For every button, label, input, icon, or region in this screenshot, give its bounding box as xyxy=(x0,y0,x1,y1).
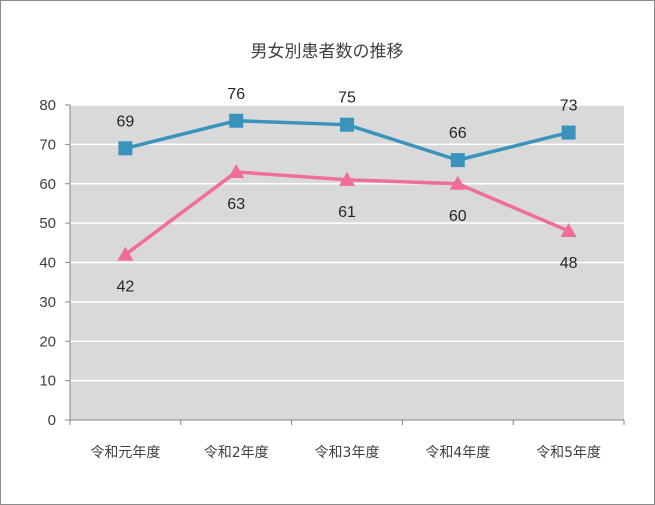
series-0-point-0 xyxy=(118,141,133,156)
series-0-point-3 xyxy=(450,153,465,168)
chart-title: 男女別患者数の推移 xyxy=(251,42,404,62)
series-1-label-3: 60 xyxy=(449,208,467,225)
series-1-point-2 xyxy=(339,171,355,186)
y-axis-ticks: 0 10 20 30 40 50 60 70 80 xyxy=(39,97,70,429)
y-tick-label-80: 80 xyxy=(39,97,56,114)
series-0-point-2 xyxy=(340,117,354,132)
series-1-point-1 xyxy=(228,163,245,178)
y-tick-label-20: 20 xyxy=(39,333,56,350)
series-1-point-3 xyxy=(449,175,466,190)
series-0-label-0: 69 xyxy=(117,113,135,130)
y-tick-label-40: 40 xyxy=(39,255,56,272)
series-1-point-4 xyxy=(560,223,577,237)
series-0-point-4 xyxy=(561,125,576,140)
series-0-label-3: 66 xyxy=(449,125,467,142)
series-0-point-1 xyxy=(229,113,244,128)
y-tick-label-60: 60 xyxy=(39,176,56,193)
series-layer xyxy=(117,113,577,261)
series-0-label-2: 75 xyxy=(338,90,356,107)
x-category-label-3: 令和4年度 xyxy=(425,445,490,461)
series-1-label-4: 48 xyxy=(560,255,578,272)
x-category-label-1: 令和2年度 xyxy=(204,445,269,461)
data-labels: 69 76 75 66 73 42 63 61 60 48 xyxy=(117,86,578,296)
series-1-label-1: 63 xyxy=(227,196,245,213)
series-1-label-2: 61 xyxy=(338,204,356,221)
series-1-point-0 xyxy=(117,246,134,261)
y-tick-label-70: 70 xyxy=(39,136,56,153)
y-tick-label-10: 10 xyxy=(39,373,56,390)
x-axis-categories: 令和元年度 令和2年度 令和3年度 令和4年度 令和5年度 xyxy=(69,420,625,461)
y-tick-label-30: 30 xyxy=(39,294,56,311)
y-tick-label-50: 50 xyxy=(39,215,56,232)
series-1-label-0: 42 xyxy=(117,279,135,296)
x-category-label-2: 令和3年度 xyxy=(315,445,380,461)
series-0-label-4: 73 xyxy=(560,98,578,115)
y-tick-label-0: 0 xyxy=(48,412,56,429)
x-category-label-4: 令和5年度 xyxy=(536,445,601,461)
series-0-label-1: 76 xyxy=(227,86,245,103)
x-category-label-0: 令和元年度 xyxy=(90,445,160,461)
